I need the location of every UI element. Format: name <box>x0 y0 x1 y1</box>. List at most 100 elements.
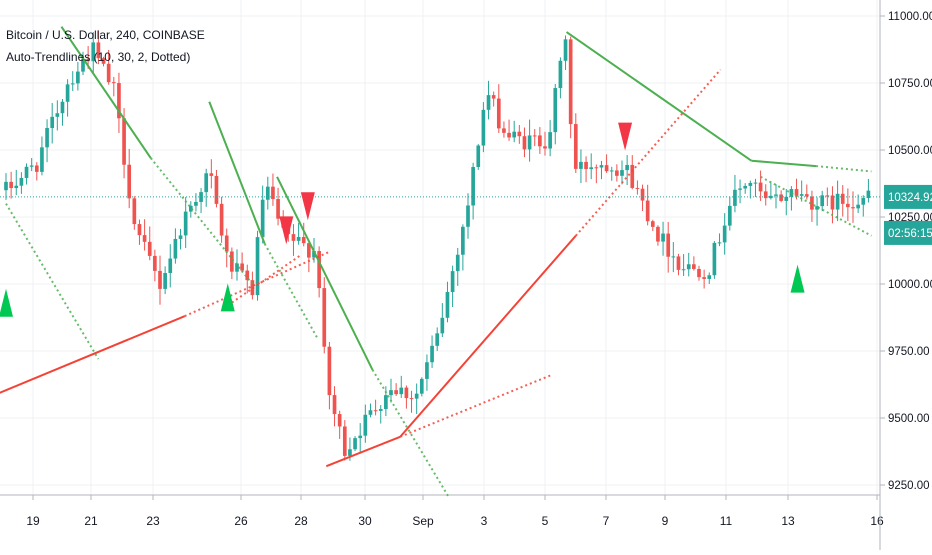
candle-down <box>650 221 655 227</box>
candle-up <box>686 264 691 270</box>
candle-down <box>846 203 850 208</box>
candle-up <box>40 147 44 172</box>
buy-signal-arrow <box>220 283 235 312</box>
candle-up <box>425 362 429 379</box>
candle-down <box>517 131 522 137</box>
candle-up <box>789 189 794 197</box>
candle-up <box>471 167 475 206</box>
candle-up <box>188 205 193 212</box>
candle-down <box>317 251 321 289</box>
candle-down <box>763 191 768 199</box>
candle-down <box>332 395 337 415</box>
candle-up <box>265 186 270 200</box>
x-tick-label: 23 <box>146 514 160 528</box>
candle-down <box>758 182 763 192</box>
indicator-title[interactable]: Auto-Trendlines (10, 30, 2, Dotted) <box>6 50 191 64</box>
candle-up <box>260 199 265 238</box>
candle-up <box>661 233 665 242</box>
candle-up <box>45 127 49 148</box>
candle-down <box>132 198 137 225</box>
candle-up <box>173 238 178 259</box>
resistance-trendline-dotted <box>5 203 100 360</box>
candle-up <box>450 271 455 293</box>
x-tick-label: 19 <box>26 514 40 528</box>
candle-down <box>702 277 706 279</box>
candle-up <box>353 438 357 450</box>
candle-up <box>486 95 491 110</box>
candle-up <box>183 211 188 236</box>
y-tick-label: 9250.00 <box>888 480 930 492</box>
candle-down <box>158 270 162 289</box>
candle-up <box>512 131 517 138</box>
candle-up <box>19 177 24 186</box>
price-badge: 10324.92 02:56:15 <box>884 184 932 245</box>
candle-up <box>255 237 260 296</box>
x-tick-label: 3 <box>481 514 488 528</box>
candle-up <box>76 71 80 84</box>
candle-up <box>866 190 871 199</box>
candle-up <box>717 242 722 244</box>
candle-down <box>153 255 157 271</box>
candle-up <box>799 194 804 196</box>
candle-up <box>194 201 198 206</box>
candle-up <box>527 135 532 150</box>
candle-up <box>440 317 445 334</box>
y-tick-label: 10750.00 <box>888 78 932 90</box>
symbol-title[interactable]: Bitcoin / U.S. Dollar, 240, COINBASE <box>6 28 205 42</box>
candle-down <box>127 164 132 199</box>
candle-down <box>122 118 126 165</box>
candle-up <box>70 83 75 85</box>
x-tick-label: 28 <box>294 514 308 528</box>
resistance-trendline-solid <box>208 101 266 245</box>
candle-down <box>635 187 640 189</box>
legend: Bitcoin / U.S. Dollar, 240, COINBASE Aut… <box>6 24 205 68</box>
resistance-trendline-dotted <box>815 165 872 173</box>
candle-up <box>609 170 614 172</box>
candle-down <box>209 173 214 176</box>
candle-up <box>163 273 167 289</box>
y-tick-label: 10500.00 <box>888 145 932 157</box>
candle-down <box>779 194 783 201</box>
candle-down <box>507 132 511 138</box>
x-tick-label: 21 <box>84 514 98 528</box>
candle-up <box>476 145 481 168</box>
candle-up <box>414 393 419 399</box>
y-tick-label: 9750.00 <box>888 346 930 358</box>
candle-down <box>219 203 224 236</box>
candle-down <box>404 387 409 399</box>
candle-up <box>671 256 676 258</box>
candle-up <box>91 42 96 62</box>
candle-down <box>142 235 147 242</box>
candle-down <box>86 58 90 62</box>
candle-up <box>707 275 712 279</box>
candle-up <box>419 378 424 394</box>
resistance-trendline-solid <box>276 176 374 371</box>
candle-down <box>327 346 332 396</box>
x-tick-label: 26 <box>234 514 248 528</box>
x-tick-label: 13 <box>781 514 795 528</box>
candles <box>4 30 871 461</box>
candle-up <box>738 188 742 190</box>
x-tick-label: 7 <box>603 514 610 528</box>
resistance-trendline-dotted <box>760 175 872 237</box>
candle-down <box>666 233 671 257</box>
candle-up <box>856 204 860 209</box>
resistance-trendline-solid <box>565 31 752 162</box>
grid <box>0 0 880 495</box>
countdown-badge-value: 02:56:15 <box>888 228 932 240</box>
candle-down <box>810 196 814 210</box>
support-trendline-dotted <box>184 250 330 318</box>
candle-up <box>579 161 583 169</box>
candle-down <box>147 241 152 256</box>
candle-up <box>748 182 753 186</box>
candle-up <box>378 409 383 411</box>
sell-signal-arrow <box>618 122 633 151</box>
candle-down <box>851 207 855 209</box>
y-tick-label: 11000.00 <box>888 11 932 23</box>
candle-down <box>96 42 101 59</box>
candle-up <box>481 109 486 146</box>
candle-up <box>774 194 778 196</box>
candle-up <box>743 185 748 189</box>
